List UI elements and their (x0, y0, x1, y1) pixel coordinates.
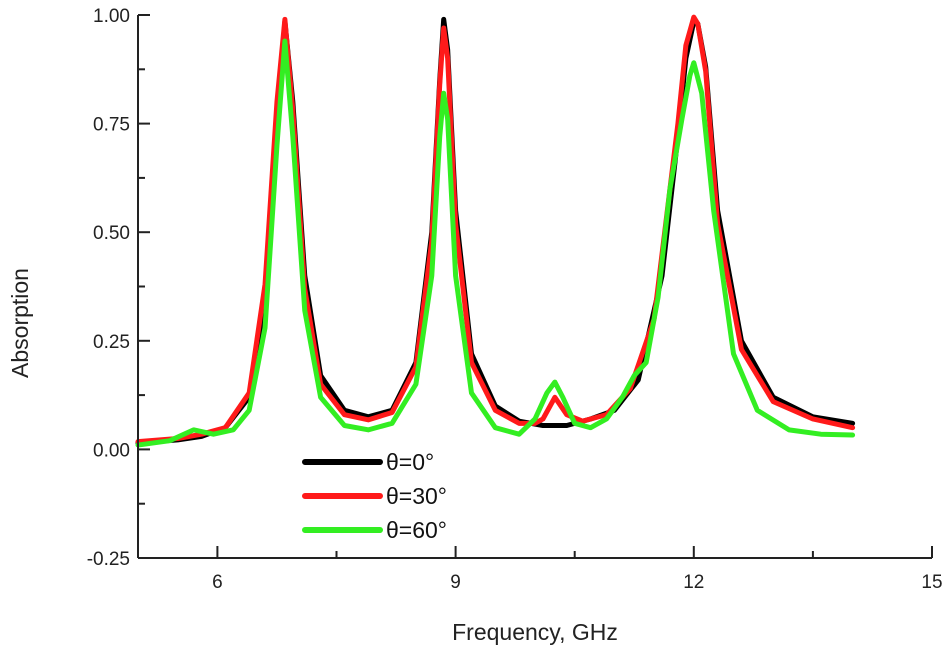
x-tick-label-2: 12 (683, 572, 704, 593)
y-tick-label-1: 0.00 (93, 440, 130, 461)
y-tick-label-5: 1.00 (93, 6, 130, 27)
legend: θ=0° θ=30° θ=60° (302, 449, 447, 543)
y-tick-label-2: 0.25 (93, 332, 130, 353)
legend-label-2: θ=60° (386, 517, 447, 543)
x-tick-label-0: 6 (212, 572, 223, 593)
axes-layer: 6 9 12 15 -0.25 0.00 0.25 0.50 0.75 1.00 (87, 6, 943, 593)
legend-label-0: θ=0° (386, 449, 434, 475)
x-axis-title: Frequency, GHz (452, 619, 618, 645)
plot-area (138, 15, 932, 558)
plot-frame (138, 15, 932, 558)
series-line-2 (135, 38, 856, 448)
y-tick-label-0: -0.25 (87, 549, 130, 570)
series-layer (135, 14, 856, 448)
x-tick-label-1: 9 (450, 572, 461, 593)
legend-label-1: θ=30° (386, 483, 447, 509)
x-tick-label-3: 15 (921, 572, 942, 593)
y-tick-label-3: 0.50 (93, 223, 130, 244)
y-tick-label-4: 0.75 (93, 115, 130, 136)
y-axis-title: Absorption (7, 268, 33, 378)
